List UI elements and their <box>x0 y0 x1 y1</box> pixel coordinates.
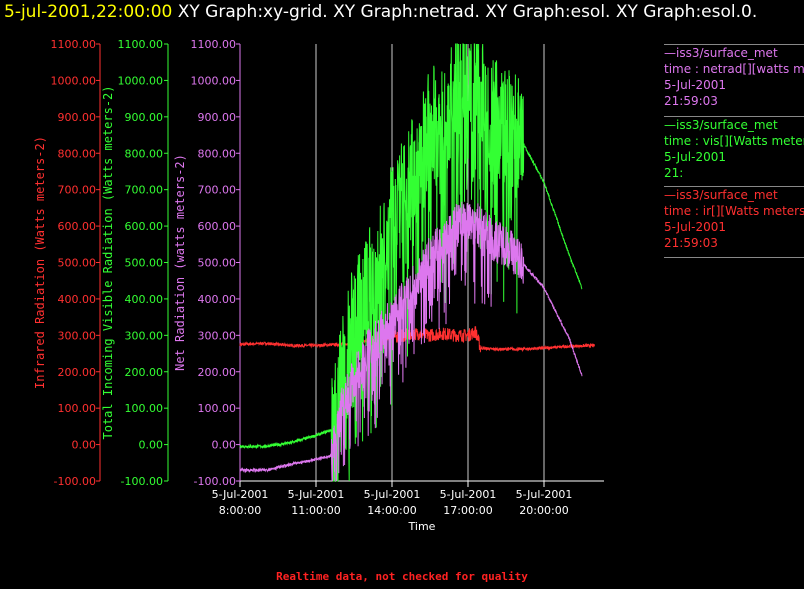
x-tick-label: 8:00:00 <box>219 504 261 517</box>
y-tick-label: 1100.00 <box>51 38 97 51</box>
x-tick-label: 17:00:00 <box>443 504 492 517</box>
y-tick-label: 700.00 <box>58 184 97 197</box>
y-tick-label: 600.00 <box>198 220 237 233</box>
legend-time: 21:59:03 <box>664 236 718 250</box>
y-tick-label: 1000.00 <box>191 74 237 87</box>
legend-date: 5-Jul-2001 <box>664 78 726 92</box>
legend-source: —iss3/surface_met <box>664 118 778 132</box>
y-tick-label: 600.00 <box>125 220 164 233</box>
x-tick-label: 14:00:00 <box>367 504 416 517</box>
y-tick-label: 800.00 <box>58 147 97 160</box>
x-tick-label: 5-Jul-2001 <box>212 488 269 501</box>
y-tick-label: -100.00 <box>54 475 96 488</box>
title-time: 5-jul-2001,22:00:00 <box>4 2 173 22</box>
legend-source: —iss3/surface_met <box>664 188 778 202</box>
y-tick-label: 100.00 <box>58 402 97 415</box>
legend-ir: —iss3/surface_met time : ir[][Watts mete… <box>664 184 804 258</box>
y-tick-label: 100.00 <box>198 402 237 415</box>
title-graph-list: XY Graph:xy-grid. XY Graph:netrad. XY Gr… <box>177 2 758 22</box>
legend-separator <box>664 186 804 187</box>
series-line-net <box>239 201 583 482</box>
legend-time: 21:59:03 <box>664 94 718 108</box>
y-tick-label: -100.00 <box>121 475 163 488</box>
title-bar: 5-jul-2001,22:00:00 XY Graph:xy-grid. XY… <box>4 2 757 22</box>
x-tick-label: 5-Jul-2001 <box>288 488 345 501</box>
legend-separator <box>664 116 804 117</box>
y-tick-label: 900.00 <box>58 111 97 124</box>
y-axis-label: Net Radiation (watts meters-2) <box>173 154 187 371</box>
y-tick-label: 300.00 <box>198 329 237 342</box>
y-tick-label: 800.00 <box>125 147 164 160</box>
x-tick-label: 5-Jul-2001 <box>516 488 573 501</box>
y-tick-label: 200.00 <box>125 366 164 379</box>
legend-time: 21: <box>664 166 684 180</box>
legend-variable: time : ir[][Watts meters <box>664 204 804 218</box>
legend-separator <box>664 44 804 45</box>
y-tick-label: 300.00 <box>58 329 97 342</box>
x-axis-label: Time <box>408 520 436 533</box>
y-tick-label: 700.00 <box>125 184 164 197</box>
legend-netrad: —iss3/surface_met time : netrad[][watts … <box>664 44 804 109</box>
y-tick-label: 1000.00 <box>118 74 164 87</box>
x-tick-label: 5-Jul-2001 <box>364 488 421 501</box>
series-line-ir <box>239 326 595 353</box>
y-tick-label: 900.00 <box>198 111 237 124</box>
y-tick-label: 900.00 <box>125 111 164 124</box>
y-tick-label: 200.00 <box>58 366 97 379</box>
legend-date: 5-Jul-2001 <box>664 150 726 164</box>
y-tick-label: 300.00 <box>125 329 164 342</box>
y-tick-label: 1000.00 <box>51 74 97 87</box>
y-tick-label: 800.00 <box>198 147 237 160</box>
quality-disclaimer: Realtime data, not checked for quality <box>276 570 528 583</box>
y-tick-label: 600.00 <box>58 220 97 233</box>
y-tick-label: 0.00 <box>72 439 97 452</box>
legend-vis: —iss3/surface_met time : vis[][Watts met… <box>664 114 804 181</box>
y-tick-label: 500.00 <box>198 257 237 270</box>
y-axis-label: Infrared Radiation (Watts meters-2) <box>33 136 47 389</box>
x-tick-label: 11:00:00 <box>291 504 340 517</box>
y-tick-label: 400.00 <box>198 293 237 306</box>
x-tick-label: 5-Jul-2001 <box>440 488 497 501</box>
y-tick-label: 200.00 <box>198 366 237 379</box>
x-tick-label: 20:00:00 <box>519 504 568 517</box>
y-tick-label: 400.00 <box>125 293 164 306</box>
legend-date: 5-Jul-2001 <box>664 220 726 234</box>
legend-source: —iss3/surface_met <box>664 46 778 60</box>
legend-variable: time : netrad[][watts me <box>664 62 804 76</box>
y-tick-label: 500.00 <box>125 257 164 270</box>
y-tick-label: 0.00 <box>212 439 237 452</box>
y-tick-label: 1100.00 <box>191 38 237 51</box>
y-tick-label: 0.00 <box>139 439 164 452</box>
y-axis-label: Total Incoming Visible Radiation (Watts … <box>101 85 115 439</box>
series-line-vis <box>239 43 583 482</box>
y-tick-label: 700.00 <box>198 184 237 197</box>
y-tick-label: -100.00 <box>194 475 236 488</box>
y-tick-label: 500.00 <box>58 257 97 270</box>
legend-variable: time : vis[][Watts meter <box>664 134 804 148</box>
y-tick-label: 1100.00 <box>118 38 164 51</box>
legend-separator <box>664 257 804 258</box>
y-tick-label: 100.00 <box>125 402 164 415</box>
y-tick-label: 400.00 <box>58 293 97 306</box>
